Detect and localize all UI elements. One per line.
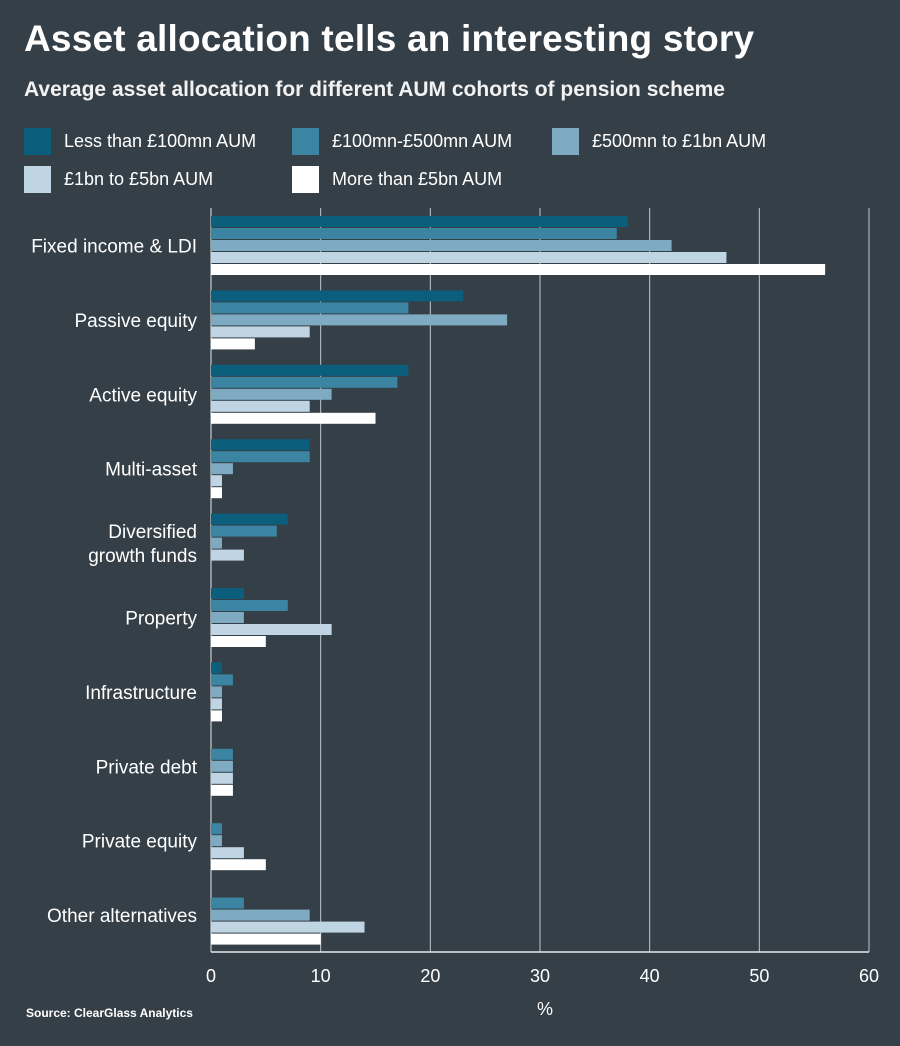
legend-swatch-4 <box>292 166 319 193</box>
x-tick-label-0: 0 <box>206 966 216 986</box>
bar-7-2 <box>211 760 233 772</box>
legend-label-1: £100mn-£500mn AUM <box>332 131 513 151</box>
bar-5-4 <box>211 636 266 647</box>
bar-5-0 <box>211 588 244 599</box>
bar-5-3 <box>211 624 332 635</box>
bar-2-2 <box>211 388 332 400</box>
bar-6-1 <box>211 674 233 686</box>
x-tick-label-50: 50 <box>749 966 769 986</box>
legend-label-3: £1bn to £5bn AUM <box>64 169 214 189</box>
legend-label-0: Less than £100mn AUM <box>64 131 257 151</box>
bar-1-3 <box>211 326 310 338</box>
category-label-4-1: growth funds <box>88 546 197 567</box>
category-label-4-0: Diversified <box>108 522 197 543</box>
bar-8-2 <box>211 835 222 847</box>
bar-7-4 <box>211 784 233 796</box>
bar-8-4 <box>211 859 266 871</box>
legend-item-1: £100mn-£500mn AUM <box>292 128 512 155</box>
bar-4-1 <box>211 525 277 537</box>
legend-swatch-3 <box>24 166 51 193</box>
bar-3-3 <box>211 475 222 487</box>
bar-9-2 <box>211 909 310 921</box>
bar-5-2 <box>211 612 244 623</box>
legend-label-2: £500mn to £1bn AUM <box>592 131 767 151</box>
legend-item-0: Less than £100mn AUM <box>24 128 256 155</box>
bar-3-0 <box>211 439 310 451</box>
bar-2-4 <box>211 412 376 424</box>
legend-item-4: More than £5bn AUM <box>292 166 502 193</box>
bar-1-0 <box>211 290 464 302</box>
chart-subtitle: Average asset allocation for different A… <box>24 78 725 101</box>
category-label-1: Passive equity <box>74 311 197 332</box>
bar-6-3 <box>211 698 222 710</box>
category-label-3: Multi-asset <box>105 460 198 481</box>
bar-4-0 <box>211 513 288 525</box>
bar-4-3 <box>211 549 244 561</box>
source-note: Source: ClearGlass Analytics <box>26 1006 193 1020</box>
x-tick-label-20: 20 <box>420 966 440 986</box>
category-label-9: Other alternatives <box>47 906 197 927</box>
x-axis-title: % <box>537 999 553 1019</box>
bar-1-1 <box>211 302 409 314</box>
legend: Less than £100mn AUM £100mn-£500mn AUM £… <box>24 128 884 198</box>
bar-9-1 <box>211 897 244 909</box>
bar-9-4 <box>211 933 321 945</box>
legend-item-2: £500mn to £1bn AUM <box>552 128 766 155</box>
category-label-2: Active equity <box>89 385 197 406</box>
bar-0-2 <box>211 240 672 251</box>
bar-3-4 <box>211 487 222 499</box>
bar-6-2 <box>211 686 222 698</box>
bar-6-4 <box>211 710 222 722</box>
legend-swatch-2 <box>552 128 579 155</box>
category-label-5: Property <box>125 609 197 630</box>
legend-label-4: More than £5bn AUM <box>332 169 503 189</box>
category-label-8: Private equity <box>82 832 198 853</box>
bar-7-1 <box>211 748 233 760</box>
bar-0-0 <box>211 216 628 227</box>
legend-swatch-1 <box>292 128 319 155</box>
x-tick-label-10: 10 <box>311 966 331 986</box>
bar-8-3 <box>211 847 244 859</box>
bar-4-2 <box>211 537 222 549</box>
bar-9-3 <box>211 921 365 933</box>
bar-3-1 <box>211 451 310 463</box>
category-label-6: Infrastructure <box>85 683 197 704</box>
bar-1-2 <box>211 314 508 326</box>
category-label-7: Private debt <box>96 757 198 778</box>
bar-7-3 <box>211 772 233 784</box>
bar-3-2 <box>211 463 233 475</box>
bar-0-4 <box>211 264 826 275</box>
bar-0-1 <box>211 228 617 239</box>
x-tick-label-40: 40 <box>640 966 660 986</box>
legend-swatch-0 <box>24 128 51 155</box>
category-label-0: Fixed income & LDI <box>31 237 197 258</box>
bar-1-4 <box>211 338 255 350</box>
bar-2-0 <box>211 364 409 376</box>
chart-title: Asset allocation tells an interesting st… <box>24 18 755 59</box>
bar-6-0 <box>211 662 222 674</box>
x-tick-label-60: 60 <box>859 966 879 986</box>
legend-item-3: £1bn to £5bn AUM <box>24 166 213 193</box>
bar-2-1 <box>211 376 398 388</box>
bar-8-1 <box>211 823 222 835</box>
bar-2-3 <box>211 400 310 412</box>
x-tick-label-30: 30 <box>530 966 550 986</box>
bar-5-1 <box>211 600 288 611</box>
bar-0-3 <box>211 252 727 263</box>
